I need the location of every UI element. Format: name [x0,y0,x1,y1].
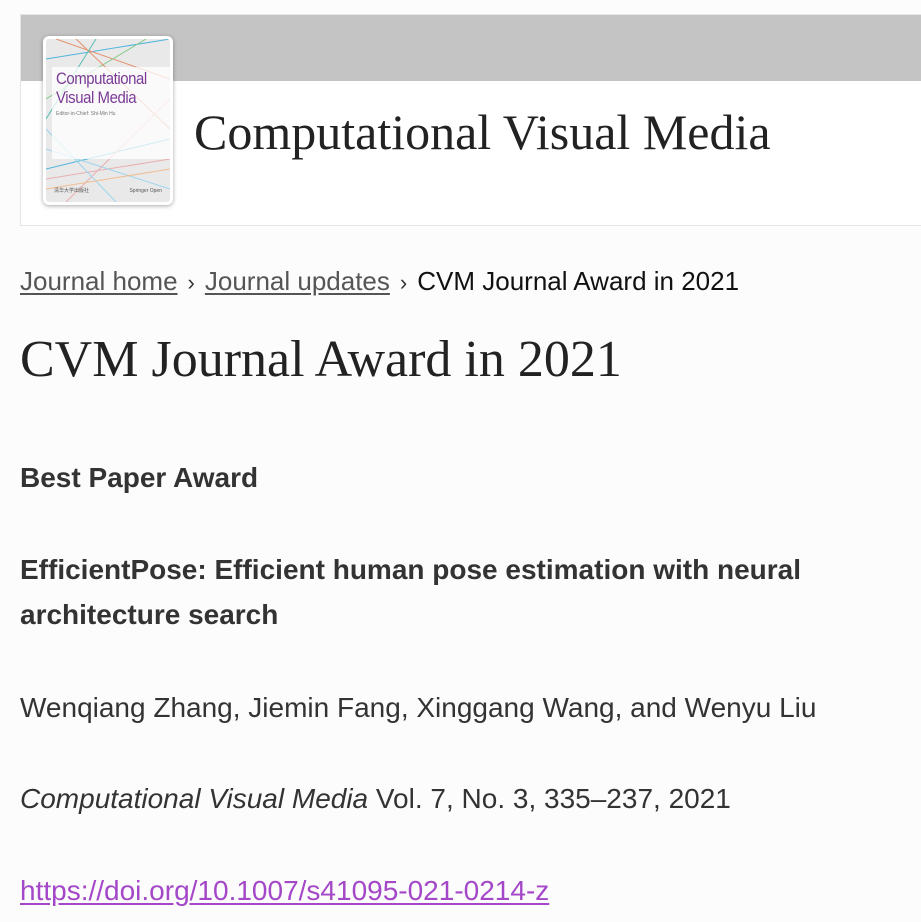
page-title: CVM Journal Award in 2021 [20,331,622,388]
cover-title: Computational Visual Media [56,69,147,107]
journal-header: Computational Visual Media Editor-in-Chie… [20,14,921,226]
journal-cover-image[interactable]: Computational Visual Media Editor-in-Chie… [43,36,173,205]
cover-publisher-left: 清华大学出版社 [54,188,90,194]
paper-title: EfficientPose: Efficient human pose esti… [20,547,801,637]
paper-title-line: EfficientPose: Efficient human pose esti… [20,554,802,585]
breadcrumb-current: CVM Journal Award in 2021 [417,266,740,296]
cover-editor: Editor-in-Chief: Shi-Min Hu [56,111,116,117]
chevron-right-icon: › [399,270,408,295]
cover-title-line: Computational [56,69,147,88]
paper-citation: Computational Visual Media Vol. 7, No. 3… [20,776,731,821]
paper-title-line: architecture search [20,599,279,630]
doi-row: https://doi.org/10.1007/s41095-021-0214-… [20,868,549,913]
breadcrumb-journal-updates[interactable]: Journal updates [204,266,390,296]
journal-title[interactable]: Computational Visual Media [194,104,771,160]
citation-journal: Computational Visual Media [20,783,369,814]
cover-publisher-right: Springer Open [129,188,162,194]
chevron-right-icon: › [187,270,195,295]
breadcrumb: Journal home › Journal updates › CVM Journal… [20,266,739,297]
doi-link[interactable]: https://doi.org/10.1007/s41095-021-0214-… [20,875,550,906]
breadcrumb-journal-home[interactable]: Journal home [20,266,178,296]
cover-panel [52,67,170,159]
cover-title-line: Visual Media [56,88,137,107]
award-heading: Best Paper Award [20,462,259,493]
paper-authors: Wenqiang Zhang, Jiemin Fang, Xinggang Wa… [20,692,817,723]
citation-details: Vol. 7, No. 3, 335–237, 2021 [368,783,731,814]
